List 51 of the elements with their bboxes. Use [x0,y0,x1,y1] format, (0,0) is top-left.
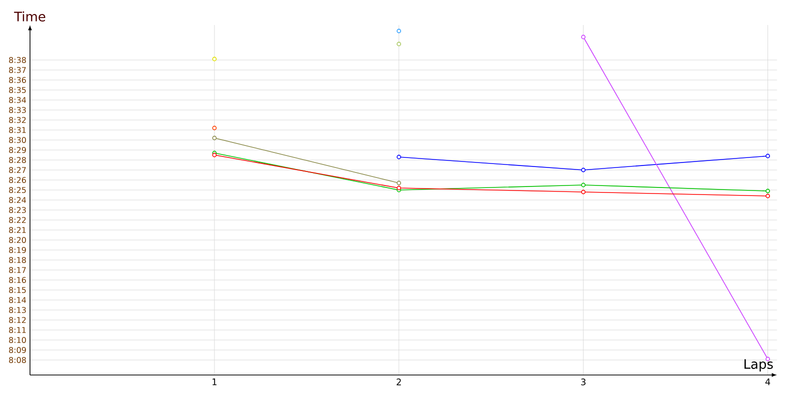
x-axis-title: Laps [744,359,773,372]
point [766,188,770,194]
y-tick-label: 8:19 [9,246,26,254]
y-tick-label: 8:18 [9,256,26,264]
y-tick-label: 8:08 [9,356,26,364]
point [581,168,586,172]
y-tick-label: 8:31 [9,126,26,134]
y-tick-label: 8:16 [9,276,26,284]
x-tick-label: 1 [212,378,216,386]
y-tick-label: 8:24 [9,196,26,204]
y-tick-label: 8:15 [9,286,26,294]
x-tick-label: 3 [581,378,586,386]
y-tick-label: 8:30 [9,136,26,144]
y-tick-label: 8:09 [9,346,26,354]
y-tick-label: 8:21 [9,226,26,234]
y-tick-label: 8:22 [9,216,26,224]
point [396,42,402,46]
point [396,154,402,160]
y-tick-label: 8:13 [9,306,26,314]
y-tick-label: 8:28 [9,156,26,164]
point [581,190,586,194]
y-tick-label: 8:27 [9,166,26,174]
y-tick-label: 8:26 [9,176,26,184]
y-tick-label: 8:38 [9,56,26,64]
point [581,182,586,188]
y-tick-label: 8:20 [9,236,26,244]
y-tick-label: 8:34 [9,96,26,104]
point [212,126,217,130]
y-tick-label: 8:37 [9,66,26,74]
y-tick-label: 8:10 [9,336,26,344]
point [766,154,770,158]
y-axis-title: Time [14,11,46,22]
y-tick-label: 8:25 [9,186,26,194]
point [766,194,770,198]
y-tick-label: 8:36 [9,76,26,84]
x-tick-label: 4 [765,378,770,386]
y-tick-label: 8:33 [9,106,26,114]
y-tick-label: 8:14 [9,296,26,304]
point [212,136,217,140]
point [212,56,217,62]
y-tick-label: 8:35 [9,86,26,94]
y-tick-label: 8:23 [9,206,26,214]
y-tick-label: 8:11 [9,326,26,334]
y-tick-label: 8:12 [9,316,26,324]
point [581,34,586,40]
y-tick-label: 8:17 [9,266,26,274]
x-tick-label: 2 [396,378,401,386]
point [396,28,402,34]
y-tick-label: 8:29 [9,146,26,154]
point [396,180,402,186]
y-tick-label: 8:32 [9,116,26,124]
